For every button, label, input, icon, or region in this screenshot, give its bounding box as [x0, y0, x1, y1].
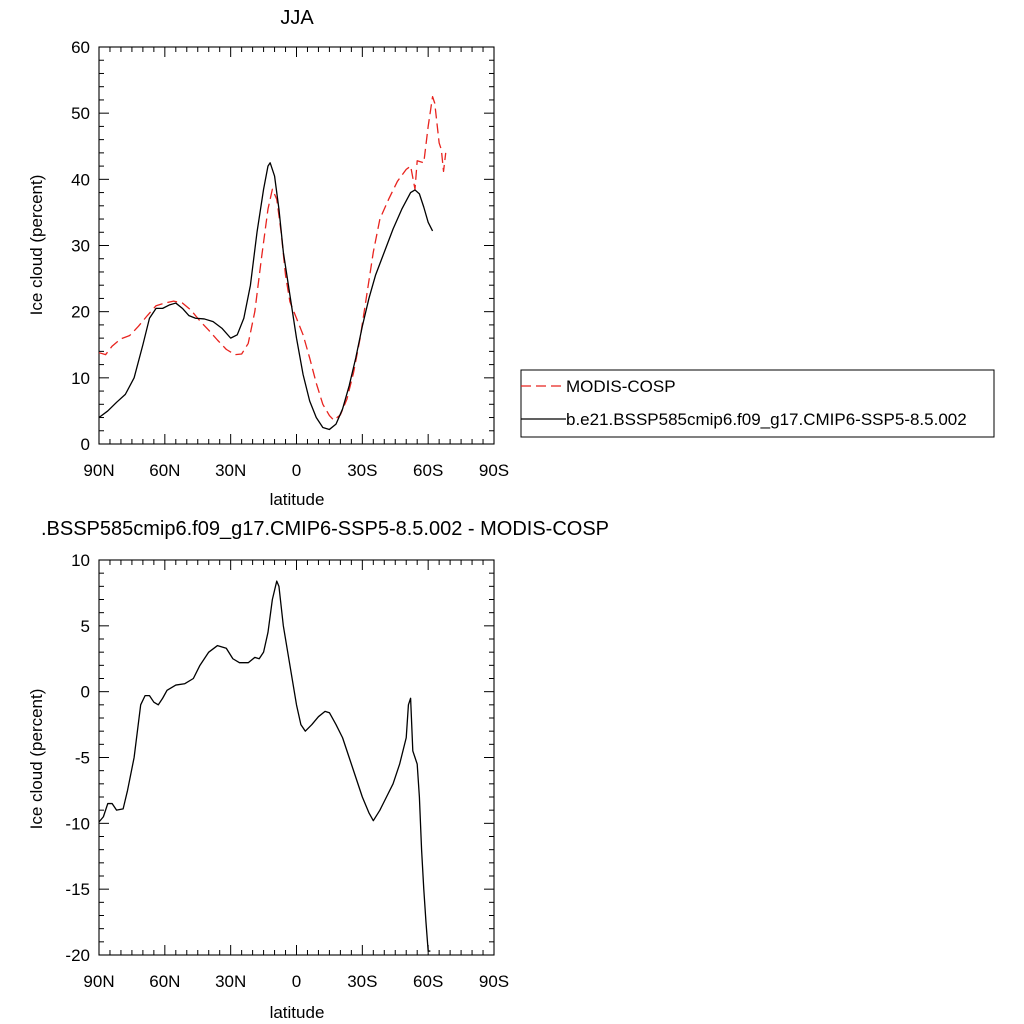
top-plot-frame: [98, 46, 495, 445]
bottom-plot-area: 90N 60N 30N 0 30S 60S 90S -20 -15 -10 -5 0 5 10: [65, 551, 509, 991]
bottom-panel: .BSSP585cmip6.f09_g17.CMIP6-SSP5-8.5.002…: [27, 518, 609, 1022]
top-x-tick-label: 60N: [149, 461, 180, 480]
legend-label-modis: MODIS-COSP: [566, 377, 676, 396]
bottom-y-tick-label: 5: [81, 617, 90, 636]
top-x-tick-label: 30N: [215, 461, 246, 480]
top-series-line-0: [98, 95, 447, 421]
bottom-y-tick-label: 10: [71, 551, 90, 570]
top-y-axis-label: Ice cloud (percent): [27, 175, 46, 316]
bottom-x-axis-label: latitude: [270, 1003, 325, 1022]
bottom-x-tick-label: 90S: [479, 972, 509, 991]
top-panel: JJA 90N 60N 30N 0 30S 60S 90S 0 10 20 30 40 50 60 lat…: [27, 7, 509, 509]
top-series-line-1: [98, 162, 434, 431]
bottom-y-tick-label: -5: [75, 749, 90, 768]
top-plot-area: 90N 60N 30N 0 30S 60S 90S 0 10 20 30 40 50 60: [71, 38, 509, 480]
top-y-tick-label: 60: [71, 38, 90, 57]
bottom-y-tick-label: -20: [65, 946, 90, 965]
bottom-y-axis-label: Ice cloud (percent): [27, 689, 46, 830]
top-y-tick-label: 30: [71, 237, 90, 256]
legend-box: [520, 369, 995, 438]
bottom-x-tick-label: 30N: [215, 972, 246, 991]
bottom-y-tick-label: -15: [65, 880, 90, 899]
bottom-x-tick-label: 60N: [149, 972, 180, 991]
top-x-tick-label: 0: [292, 461, 301, 480]
top-x-tick-label: 60S: [413, 461, 443, 480]
top-y-tick-label: 40: [71, 170, 90, 189]
bottom-x-tick-label: 90N: [83, 972, 114, 991]
bottom-y-tick-label: -10: [65, 814, 90, 833]
bottom-title: .BSSP585cmip6.f09_g17.CMIP6-SSP5-8.5.002…: [41, 518, 609, 540]
bottom-y-tick-label: 0: [81, 683, 90, 702]
top-x-axis-label: latitude: [270, 490, 325, 509]
bottom-series-line-0: [98, 580, 431, 952]
top-y-tick-label: 20: [71, 303, 90, 322]
bottom-x-tick-label: 60S: [413, 972, 443, 991]
legend-label-model: b.e21.BSSP585cmip6.f09_g17.CMIP6-SSP5-8.…: [566, 410, 967, 429]
top-x-tick-label: 30S: [347, 461, 377, 480]
legend: MODIS-COSP b.e21.BSSP585cmip6.f09_g17.CM…: [520, 369, 995, 438]
top-y-tick-label: 10: [71, 369, 90, 388]
bottom-x-tick-label: 0: [292, 972, 301, 991]
top-y-tick-label: 0: [81, 435, 90, 454]
top-title: JJA: [280, 7, 314, 29]
top-x-tick-label: 90N: [83, 461, 114, 480]
top-x-tick-label: 90S: [479, 461, 509, 480]
bottom-x-tick-label: 30S: [347, 972, 377, 991]
bottom-plot-frame: [98, 559, 495, 956]
top-y-tick-label: 50: [71, 104, 90, 123]
